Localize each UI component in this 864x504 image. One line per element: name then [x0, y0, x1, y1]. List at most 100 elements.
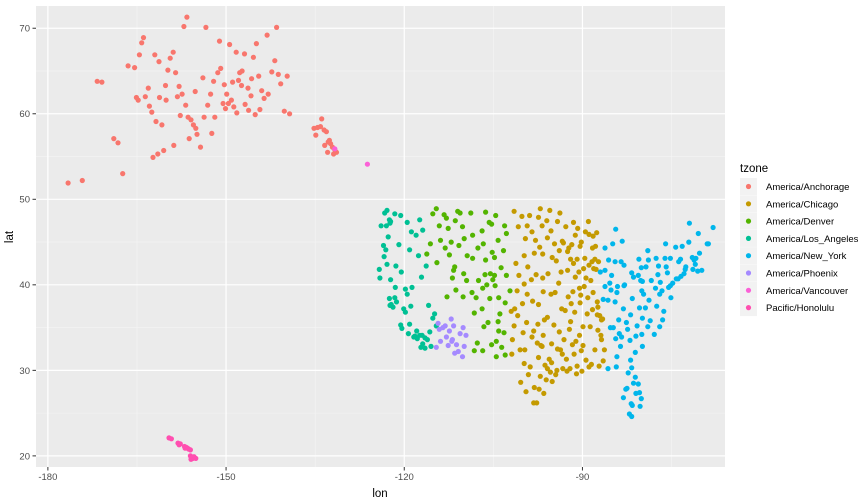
- data-point: [642, 305, 649, 311]
- data-point: [253, 41, 259, 47]
- legend-label: America/Vancouver: [766, 286, 848, 297]
- data-point: [574, 256, 580, 262]
- data-point: [402, 286, 408, 292]
- data-point: [539, 223, 545, 229]
- data-point: [553, 258, 559, 264]
- data-point: [399, 325, 405, 331]
- data-point: [554, 218, 561, 225]
- data-point: [424, 337, 430, 343]
- data-point: [317, 124, 324, 130]
- data-point: [699, 267, 705, 273]
- data-point: [140, 35, 147, 41]
- y-axis-title: lat: [4, 230, 16, 243]
- data-point: [422, 345, 428, 351]
- data-point: [475, 245, 481, 251]
- data-point: [645, 257, 652, 263]
- data-point: [440, 325, 446, 331]
- data-point: [487, 271, 493, 277]
- data-point: [623, 319, 630, 326]
- data-point: [607, 325, 614, 331]
- data-point: [594, 299, 600, 305]
- data-point: [332, 146, 338, 152]
- data-point: [453, 287, 459, 293]
- data-point: [427, 329, 433, 335]
- data-point: [692, 261, 698, 267]
- data-point: [212, 114, 218, 120]
- data-point: [470, 232, 476, 238]
- data-point: [252, 112, 258, 118]
- data-point: [636, 305, 643, 311]
- data-point: [521, 253, 527, 259]
- data-point: [710, 224, 716, 231]
- data-point: [181, 23, 187, 30]
- data-point: [589, 259, 595, 265]
- legend-label: America/Los_Angeles: [766, 234, 859, 245]
- data-point: [187, 453, 193, 459]
- data-point: [667, 255, 674, 261]
- data-point: [245, 85, 251, 91]
- legend-key-marker: [745, 305, 752, 311]
- data-point: [595, 327, 601, 333]
- data-point: [570, 289, 576, 295]
- data-point: [635, 272, 641, 278]
- data-point: [590, 289, 596, 296]
- data-point: [471, 310, 477, 316]
- data-point: [482, 272, 488, 278]
- data-point: [532, 237, 539, 243]
- data-point: [568, 319, 574, 325]
- data-point: [418, 274, 425, 280]
- y-tick-label: 20: [19, 451, 30, 462]
- data-point: [386, 295, 392, 302]
- data-point: [556, 280, 562, 286]
- data-point: [208, 91, 214, 97]
- data-point: [152, 52, 158, 58]
- data-point: [610, 241, 616, 247]
- data-point: [613, 226, 619, 232]
- legend-key-marker: [745, 287, 752, 293]
- data-point: [436, 223, 442, 229]
- data-point: [617, 343, 624, 349]
- data-point: [495, 319, 501, 325]
- data-point: [600, 358, 606, 364]
- data-point: [664, 270, 671, 276]
- data-point: [502, 352, 508, 358]
- data-point: [533, 272, 539, 278]
- data-point: [596, 363, 602, 369]
- data-point: [239, 68, 245, 74]
- data-point: [111, 136, 117, 142]
- data-point: [520, 330, 526, 336]
- data-point: [535, 214, 542, 220]
- data-point: [194, 131, 200, 137]
- data-point: [524, 291, 530, 297]
- data-point: [222, 106, 229, 112]
- data-point: [94, 78, 100, 84]
- series-pacific-honolulu: [166, 435, 199, 462]
- data-point: [390, 304, 396, 310]
- data-point: [521, 360, 527, 367]
- data-point: [549, 341, 555, 347]
- data-point: [461, 343, 467, 349]
- data-point: [480, 241, 486, 247]
- data-point: [574, 363, 580, 369]
- data-point: [585, 295, 591, 301]
- data-point: [544, 235, 551, 241]
- data-point: [493, 338, 499, 344]
- data-point: [613, 336, 619, 342]
- data-point: [583, 275, 589, 281]
- data-point: [491, 272, 498, 278]
- data-point: [636, 390, 643, 396]
- data-point: [149, 109, 155, 115]
- legend-label: America/Denver: [766, 217, 834, 228]
- y-tick-label: 70: [19, 24, 30, 35]
- data-point: [393, 263, 399, 269]
- data-point: [579, 368, 585, 374]
- data-point: [572, 232, 578, 238]
- data-point: [209, 130, 215, 136]
- data-point: [696, 250, 703, 256]
- data-point: [220, 100, 226, 107]
- data-point: [274, 24, 280, 30]
- data-point: [622, 282, 628, 288]
- data-point: [536, 386, 542, 392]
- data-point: [544, 366, 551, 372]
- data-point: [241, 51, 248, 57]
